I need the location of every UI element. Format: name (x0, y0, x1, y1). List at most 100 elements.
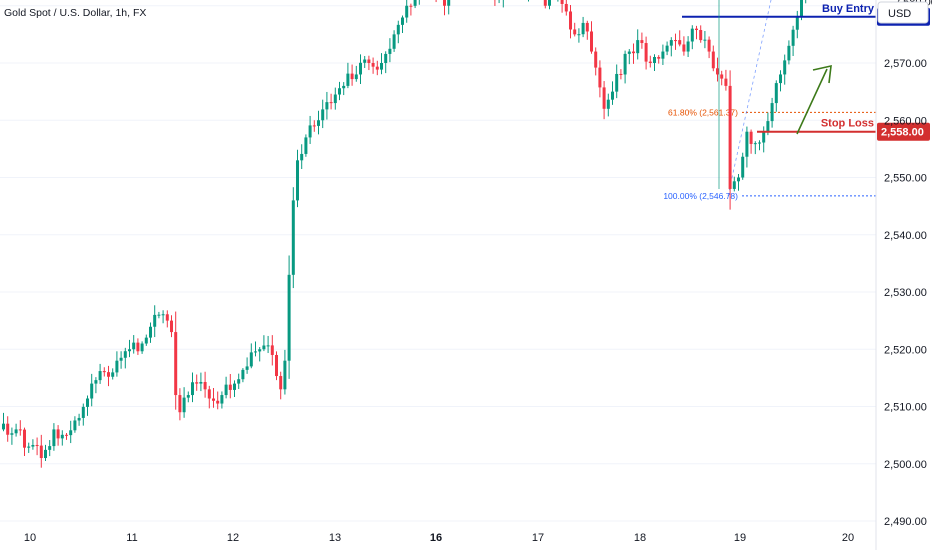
candle-body (602, 87, 606, 109)
candle-body (745, 131, 749, 157)
candle-body (363, 59, 367, 63)
candle-body (590, 31, 593, 52)
chart-title: Gold Spot / U.S. Dollar, 1h, FX (4, 7, 146, 19)
candle-body (674, 40, 677, 42)
candle-body (724, 78, 728, 86)
candle-body (598, 67, 602, 88)
candle-body (2, 423, 5, 430)
target-arrow-head (812, 64, 832, 84)
candle-body (653, 56, 656, 63)
candle-body (779, 74, 782, 84)
candle-body (615, 73, 619, 92)
candle-body (686, 41, 690, 52)
candle-body (228, 384, 232, 390)
candle-body (233, 383, 236, 390)
candle-body (766, 121, 770, 132)
candle-body (741, 156, 745, 178)
candle-body (623, 53, 627, 75)
candle-body (560, 0, 564, 4)
candle-body (279, 376, 283, 390)
candle-body (182, 397, 186, 413)
candle-body (191, 382, 194, 396)
candle-body (245, 366, 249, 370)
candle-body (325, 102, 329, 110)
trade-level-annotation: Buy Entry (822, 3, 875, 15)
candle-body (787, 45, 791, 61)
candle-body (627, 51, 631, 54)
candle-body (678, 40, 682, 45)
candle-body (317, 120, 320, 126)
candle-body (249, 352, 253, 367)
price-axis[interactable]: 2,490.00 2,500.00 2,510.00 2,520.00 2,530.00… (884, 0, 932, 528)
candle-body (39, 445, 43, 459)
candle-body (720, 74, 724, 79)
candle-body (333, 94, 337, 104)
candle-body (73, 420, 77, 431)
candle-body (640, 40, 644, 44)
candle-body (321, 109, 325, 121)
candle-body (107, 372, 110, 377)
candle-body (153, 314, 157, 327)
candle-body (396, 24, 400, 35)
candle-body (186, 395, 190, 398)
candle-body (774, 83, 778, 104)
time-tick-label: 10 (24, 532, 36, 544)
time-tick-label: 11 (126, 532, 137, 544)
candle-body (443, 0, 446, 6)
candle-body (287, 274, 291, 361)
candle-body (699, 30, 703, 41)
fibonacci-retracement[interactable]: 0.00% (2,584.97)61.80% (2,561.37)100.00%… (663, 0, 876, 201)
candle-body (161, 314, 165, 316)
price-tick-label: 2,510.00 (884, 402, 927, 414)
candle-body (44, 449, 47, 459)
candle-body (312, 125, 316, 127)
currency-button[interactable] (877, 1, 929, 24)
candle-body (669, 40, 673, 46)
candle-body (661, 51, 665, 59)
candle-body (199, 381, 203, 384)
candle-body (212, 398, 215, 401)
candle-body (665, 45, 669, 52)
candle-body (203, 381, 207, 390)
time-tick-label: 16 (430, 532, 442, 544)
trade-levels[interactable]: 2,583.042,600.11Take Profit2,578.07Buy E… (0, 0, 930, 189)
candle-body (241, 369, 245, 380)
candle-body (703, 39, 707, 41)
candle-body (35, 444, 39, 446)
candle-body (220, 395, 224, 404)
candle-body (657, 56, 661, 59)
price-tick-label: 2,570.00 (884, 58, 927, 70)
candle-body (749, 131, 753, 144)
candle-body (140, 343, 144, 352)
candle-body (224, 384, 228, 396)
price-tick-label: 2,550.00 (884, 173, 927, 185)
candle-body (94, 380, 98, 384)
candle-body (136, 342, 140, 352)
candle-body (10, 433, 14, 435)
candle-body (564, 3, 568, 12)
candle-body (791, 29, 795, 46)
candle-body (737, 177, 740, 182)
price-tick-label: 2,490.00 (884, 516, 927, 528)
candle-body (266, 345, 270, 347)
candle-body (800, 0, 803, 18)
candle-body (350, 73, 354, 80)
candle-body (346, 73, 350, 86)
fib-trend-line (727, 0, 772, 197)
candle-body (128, 349, 131, 352)
time-tick-label: 12 (227, 532, 239, 544)
candle-body (262, 345, 266, 350)
candle-body (77, 417, 81, 421)
candle-body (413, 0, 417, 6)
time-axis[interactable]: 10 11 12 13 16 17 18 19 20 (24, 532, 854, 544)
time-tick-label: 17 (532, 532, 544, 544)
candle-body (178, 395, 182, 413)
candle-body (380, 63, 383, 70)
candle-body (149, 326, 152, 338)
candle-body (258, 349, 262, 352)
candle-body (728, 85, 732, 189)
candle-body (619, 73, 623, 75)
trade-level-tag (877, 122, 930, 141)
candle-body (115, 360, 119, 373)
